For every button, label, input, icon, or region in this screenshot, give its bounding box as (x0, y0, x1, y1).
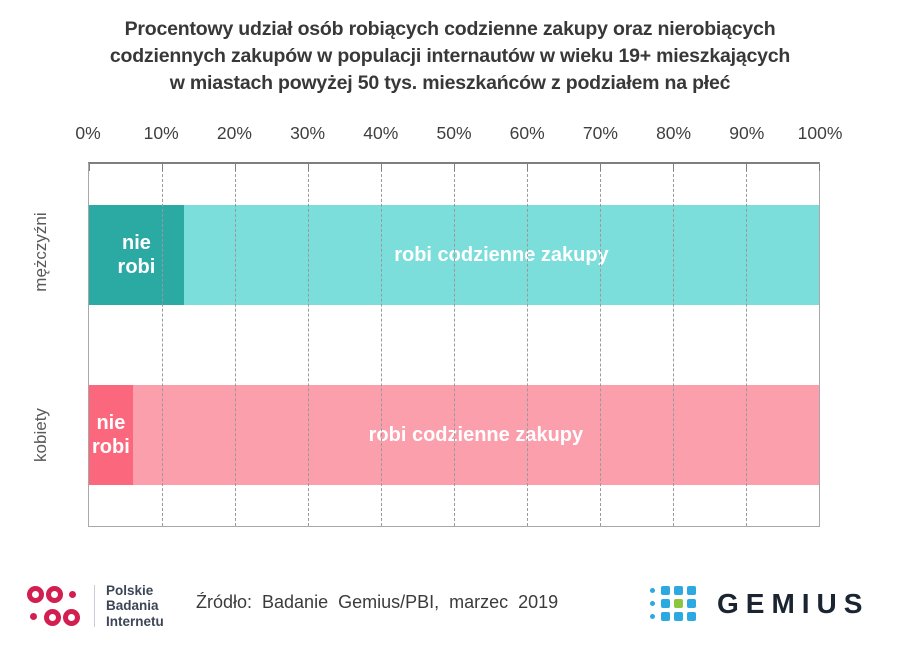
gemius-grid-square (674, 586, 683, 595)
gemius-logo-text: GEMIUS (717, 587, 870, 619)
pbi-dot (46, 586, 63, 603)
source-text: Źródło: Badanie Gemius/PBI, marzec 2019 (196, 592, 559, 612)
bar-segment-women-robi: robi codzienne zakupy (132, 385, 819, 485)
pbi-logo-text: Polskie Badania Internetu (106, 583, 164, 630)
x-tick-mark (600, 164, 601, 171)
bar-segment-label: nie robi (92, 412, 130, 458)
pbi-logo-text-line: Badania (106, 598, 159, 614)
x-tick-mark (527, 164, 528, 171)
gridline (600, 164, 601, 526)
x-tick-label: 10% (143, 123, 179, 143)
x-tick-label: 50% (436, 123, 472, 143)
bar-segment-label: robi codzienne zakupy (394, 244, 609, 266)
chart-title-line: Procentowy udział osób robiących codzien… (124, 18, 776, 40)
gemius-grid-dot (650, 614, 655, 619)
gridline (162, 164, 163, 526)
gridline (308, 164, 309, 526)
chart-title-line: codziennych zakupów w populacji internau… (109, 45, 791, 67)
pbi-dot (69, 591, 76, 598)
chart-title-line: w miastach powyżej 50 tys. mieszkańców z… (169, 72, 731, 94)
bar-segment-men-robi: robi codzienne zakupy (183, 205, 819, 305)
x-tick-label: 100% (797, 123, 843, 143)
pbi-dot (44, 609, 61, 626)
gemius-grid-square (661, 599, 670, 608)
x-tick-label: 40% (363, 123, 399, 143)
gemius-grid-square (687, 586, 696, 595)
bar-segment-men-nie-robi: nie robi (89, 205, 184, 305)
gridline (673, 164, 674, 526)
gemius-grid-square (661, 612, 670, 621)
pbi-dot (30, 613, 37, 620)
gridline (746, 164, 747, 526)
gridline (235, 164, 236, 526)
bar-segment-label: robi codzienne zakupy (368, 424, 584, 446)
bar-segment-label: nie robi (117, 232, 156, 278)
x-tick-mark (746, 164, 747, 171)
x-tick-label: 90% (729, 123, 765, 143)
x-tick-mark (89, 164, 90, 171)
x-tick-mark (819, 164, 820, 171)
pbi-logo-separator (94, 585, 95, 627)
x-tick-label: 30% (290, 123, 326, 143)
category-label-mezczyzni: mężczyźni (31, 212, 50, 292)
chart-title: Procentowy udział osób robiących codzien… (40, 16, 860, 97)
gemius-grid-square-green (674, 599, 683, 608)
gridline (454, 164, 455, 526)
pbi-dot (63, 609, 80, 626)
gridline (381, 164, 382, 526)
gemius-logo: GEMIUS (648, 586, 869, 621)
x-tick-mark (381, 164, 382, 171)
gemius-grid-square (661, 586, 670, 595)
x-tick-mark (308, 164, 309, 171)
gemius-grid-dot (650, 588, 655, 593)
bar-mezczyzni: nie robi robi codzienne zakupy (89, 205, 819, 305)
x-axis-labels: 0% 10% 20% 30% 40% 50% 60% 70% 80% 90% 100% (75, 123, 842, 149)
x-tick-label: 60% (509, 123, 545, 143)
gemius-logo-icon (648, 586, 696, 621)
bar-segment-women-nie-robi: nie robi (89, 385, 133, 485)
x-tick-mark (235, 164, 236, 171)
category-label-kobiety: kobiety (31, 408, 50, 462)
plot-area: nie robi robi codzienne zakupy nie robi … (88, 162, 820, 527)
x-tick-label: 80% (656, 123, 692, 143)
pbi-dot (27, 586, 44, 603)
x-tick-mark (162, 164, 163, 171)
gemius-grid-dot (650, 601, 655, 606)
pbi-logo-icon (27, 582, 83, 630)
x-tick-mark (454, 164, 455, 171)
x-tick-label: 20% (216, 123, 252, 143)
gridline (527, 164, 528, 526)
gemius-grid-square (687, 612, 696, 621)
x-tick-label: 70% (582, 123, 618, 143)
pbi-logo-text-line: Polskie (106, 582, 154, 598)
gemius-grid-square (687, 599, 696, 608)
x-tick-label: 0% (75, 123, 101, 143)
pbi-logo: Polskie Badania Internetu (27, 582, 164, 630)
bar-kobiety: nie robi robi codzienne zakupy (89, 385, 819, 485)
pbi-logo-text-line: Internetu (106, 613, 164, 629)
gemius-grid-square (674, 612, 683, 621)
x-tick-mark (673, 164, 674, 171)
